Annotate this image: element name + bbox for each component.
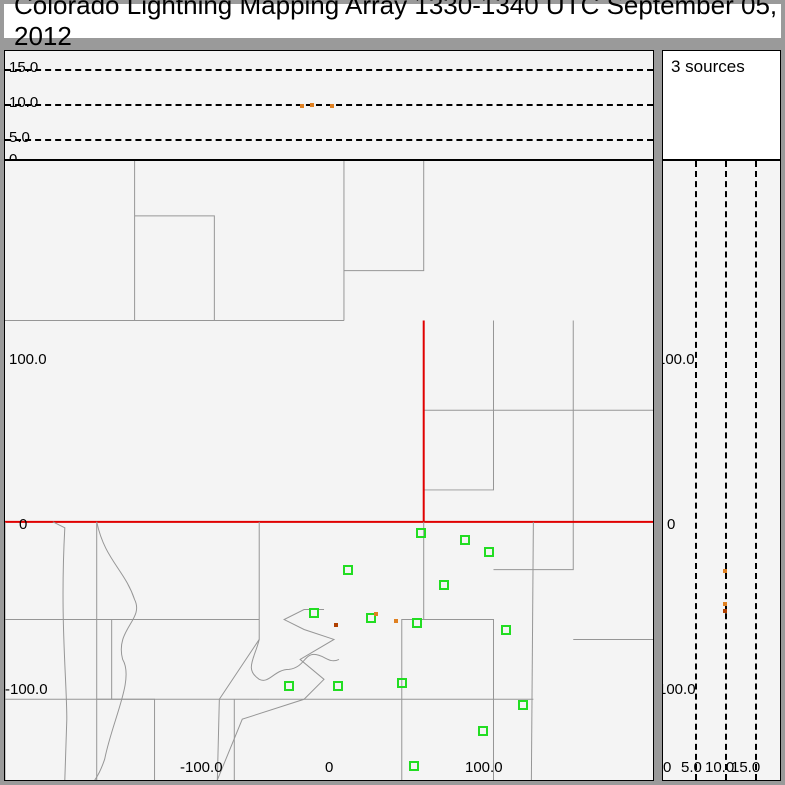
lightning-map-app: Colorado Lightning Mapping Array 1330-13… <box>0 0 785 785</box>
lightning-marker <box>439 580 449 590</box>
y-tick-100: 100.0 <box>662 351 695 368</box>
lightning-marker <box>309 608 319 618</box>
histogram-point-3 <box>723 609 727 613</box>
lightning-marker <box>484 547 494 557</box>
lightning-marker <box>397 678 407 688</box>
histogram-point-2 <box>723 602 727 606</box>
lightning-marker <box>416 528 426 538</box>
main-area: 100.0 0 -100.0 -100.0 0 100.0 <box>4 160 781 781</box>
timeseries-point-1 <box>300 104 304 108</box>
vert-gridline-15 <box>755 161 757 780</box>
y-tick-neg100: -100.0 <box>5 681 48 698</box>
source-height-histogram-panel[interactable]: 100.0 0 -100.0 0 5.0 10.0 15.0 <box>662 160 781 781</box>
top-strip: 15.0 10.0 5.0 0 -100.0 0 100.0 3 sources <box>4 50 781 160</box>
lightning-marker <box>409 761 419 771</box>
sources-label: 3 sources <box>671 57 745 76</box>
y-tick-100: 100.0 <box>9 351 47 368</box>
y-tick-0: 0 <box>19 516 27 533</box>
x-tick-15: 15.0 <box>731 759 760 776</box>
title-bar: Colorado Lightning Mapping Array 1330-13… <box>4 4 781 44</box>
window-title: Colorado Lightning Mapping Array 1330-13… <box>14 0 781 52</box>
lightning-marker <box>343 565 353 575</box>
x-tick-0: 0 <box>325 759 333 776</box>
lightning-marker <box>284 681 294 691</box>
lightning-marker <box>460 535 470 545</box>
lightning-marker <box>333 681 343 691</box>
top-left-timeseries-plot[interactable]: 15.0 10.0 5.0 0 -100.0 0 100.0 <box>4 50 654 160</box>
y-tick-15: 15.0 <box>9 59 38 76</box>
state-county-borders <box>5 161 653 780</box>
timeseries-point-2 <box>310 103 314 107</box>
vert-gridline-10 <box>725 161 727 780</box>
x-tick-neg100: -100.0 <box>180 759 223 776</box>
colorado-map-panel[interactable]: 100.0 0 -100.0 -100.0 0 100.0 <box>4 160 654 781</box>
y-tick-5: 5.0 <box>9 129 30 146</box>
y-tick-0: 0 <box>667 516 675 533</box>
x-tick-10: 10.0 <box>705 759 734 776</box>
y-tick-10: 10.0 <box>9 94 38 111</box>
x-tick-5: 5.0 <box>681 759 702 776</box>
gridline-15 <box>5 69 653 71</box>
lightning-marker <box>518 700 528 710</box>
gridline-10 <box>5 104 653 106</box>
lightning-dot <box>374 612 378 616</box>
lightning-marker <box>478 726 488 736</box>
lightning-marker <box>501 625 511 635</box>
sources-count-box: 3 sources <box>662 50 781 160</box>
lightning-dot <box>394 619 398 623</box>
x-tick-0: 0 <box>663 759 671 776</box>
timeseries-point-3 <box>330 104 334 108</box>
gridline-5 <box>5 139 653 141</box>
lightning-marker <box>412 618 422 628</box>
lightning-dot <box>334 623 338 627</box>
y-tick-neg100: -100.0 <box>662 681 696 698</box>
x-tick-100: 100.0 <box>465 759 503 776</box>
histogram-point-1 <box>723 569 727 573</box>
